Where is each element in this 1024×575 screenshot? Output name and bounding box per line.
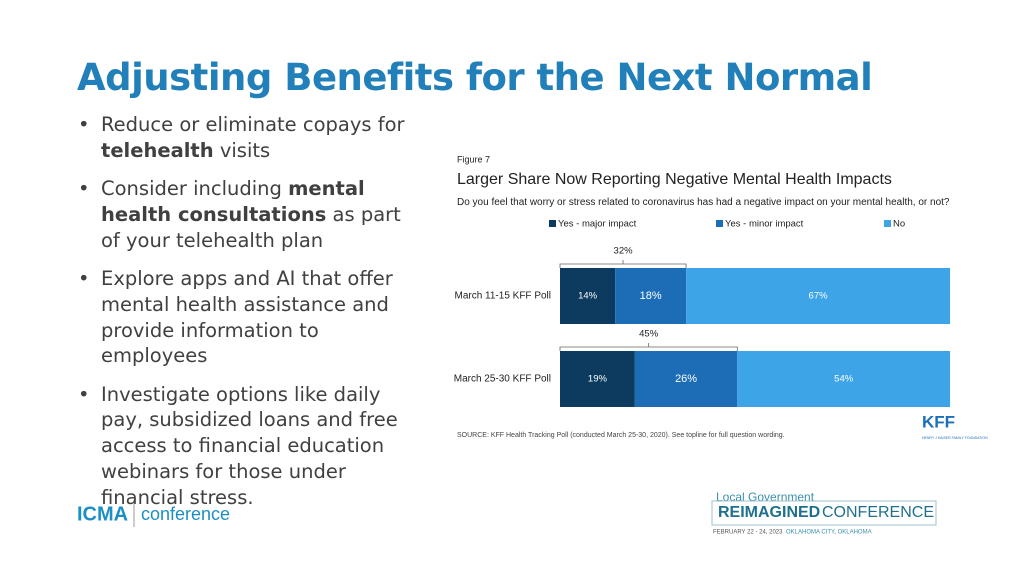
bullet-text: Reduce or eliminate copays for xyxy=(101,113,405,136)
total-bracket xyxy=(559,260,687,268)
bullet-text: telehealth xyxy=(101,138,214,162)
bullet: Consider including mental health consult… xyxy=(78,176,408,253)
source: SOURCE: KFF Health Tracking Poll (conduc… xyxy=(457,432,785,439)
conf-place: OKLAHOMA CITY, OKLAHOMA xyxy=(786,530,872,536)
category-label: March 11-15 KFF Poll xyxy=(454,291,551,302)
icma-logo: ICMA xyxy=(77,503,128,525)
bullet-text: Investigate options like daily pay, subs… xyxy=(101,382,398,509)
conf-side: CONFERENCE xyxy=(822,504,934,521)
conf-box xyxy=(711,500,937,526)
figure-label: Figure 7 xyxy=(457,154,490,164)
chart-title: Larger Share Now Reporting Negative Ment… xyxy=(457,171,892,188)
bullet: Explore apps and AI that offer mental he… xyxy=(78,266,408,369)
value-label: 54% xyxy=(834,374,854,385)
total-label: 45% xyxy=(639,329,659,340)
bullet: Reduce or eliminate copays for telehealt… xyxy=(78,112,408,164)
conf-top: Local Government xyxy=(716,490,815,504)
bullet-text: visits xyxy=(213,138,271,162)
bullet-list: Reduce or eliminate copays for telehealt… xyxy=(78,112,408,523)
category-label: March 25-30 KFF Poll xyxy=(454,374,551,385)
bar-segment xyxy=(634,351,738,407)
conf-date: FEBRUARY 22 - 24, 2023 xyxy=(713,530,783,536)
bullet-text: Explore apps and AI that offer mental he… xyxy=(101,266,393,368)
bar-segment xyxy=(560,351,635,407)
bar-segment xyxy=(560,268,616,324)
value-label: 14% xyxy=(578,291,598,302)
icma-sub: conference xyxy=(141,504,230,524)
bullet-text: Consider including xyxy=(101,177,289,201)
value-label: 18% xyxy=(640,290,662,302)
legend-label: Yes - major impact xyxy=(558,219,637,230)
value-label: 26% xyxy=(675,373,697,385)
legend-swatch xyxy=(549,220,556,227)
kff-logo-sub: HENRY J KAISER FAMILY FOUNDATION xyxy=(922,436,988,440)
conf-main: REIMAGINED xyxy=(718,504,820,521)
legend-label: No xyxy=(893,219,905,230)
bar-segment xyxy=(737,351,951,407)
total-label: 32% xyxy=(614,246,634,257)
kff-logo: KFF xyxy=(922,412,955,431)
total-bracket xyxy=(559,343,738,351)
value-label: 67% xyxy=(809,291,829,302)
bar-segment xyxy=(615,268,687,324)
slide-title: Adjusting Benefits for the Next Normal xyxy=(77,56,873,99)
bar-segment xyxy=(686,268,951,324)
bullet-text: mental health consultations xyxy=(101,177,365,226)
legend-swatch xyxy=(716,220,723,227)
legend-label: Yes - minor impact xyxy=(725,219,804,230)
legend-swatch xyxy=(884,220,891,227)
bullet-text: as part of your telehealth plan xyxy=(101,202,401,252)
value-label: 19% xyxy=(588,374,608,385)
chart-subtitle: Do you feel that worry or stress related… xyxy=(457,197,950,208)
bullet: Investigate options like daily pay, subs… xyxy=(78,382,408,511)
